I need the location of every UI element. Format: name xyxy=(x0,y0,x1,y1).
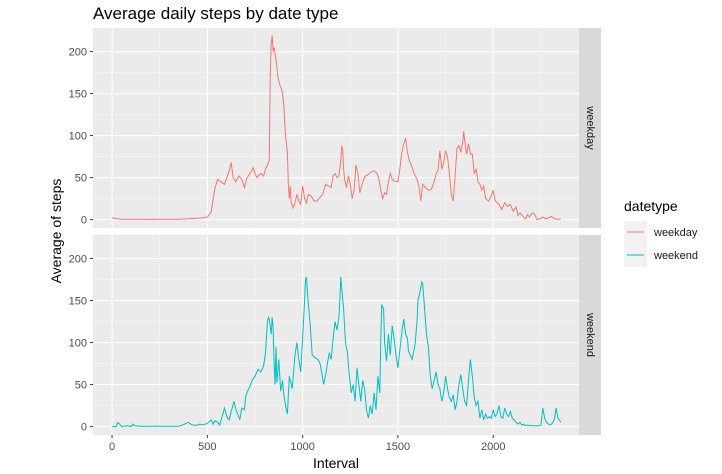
y-tick-label: 100 xyxy=(69,131,87,143)
y-tick-label: 150 xyxy=(69,296,87,308)
y-tick-label: 50 xyxy=(75,380,87,392)
panel-background xyxy=(93,235,579,435)
y-tick-label: 0 xyxy=(81,215,87,227)
legend-title: datetype xyxy=(624,198,678,214)
facet-strip-weekday xyxy=(579,28,601,228)
x-tick-label: 1000 xyxy=(290,441,314,453)
x-tick-label: 1500 xyxy=(386,441,410,453)
series-line-weekday xyxy=(112,35,561,221)
x-tick-label: 2000 xyxy=(481,441,505,453)
y-axis-ticks-top: 0 50 100 150 200 xyxy=(69,47,93,227)
y-tick-label: 50 xyxy=(75,173,87,185)
facet-strip-label-weekday: weekday xyxy=(584,105,596,150)
x-tick-label: 500 xyxy=(198,441,216,453)
legend-label-weekday: weekday xyxy=(653,227,698,239)
y-tick-label: 100 xyxy=(69,338,87,350)
legend-label-weekend: weekend xyxy=(653,250,698,262)
y-tick-label: 0 xyxy=(81,422,87,434)
panel-grid xyxy=(93,235,579,435)
panel-background xyxy=(93,28,579,228)
panel-grid xyxy=(93,28,579,228)
y-tick-label: 150 xyxy=(69,89,87,101)
panel-weekday: weekday 0 50 100 150 200 xyxy=(69,28,601,228)
x-tick-label: 0 xyxy=(109,441,115,453)
y-axis-ticks-bottom: 0 50 100 150 200 xyxy=(69,254,93,434)
x-axis-ticks: 0 500 1000 1500 2000 xyxy=(109,435,505,453)
y-tick-label: 200 xyxy=(69,47,87,59)
legend: datetype weekday weekend xyxy=(624,198,698,267)
series-line-weekend xyxy=(112,276,562,428)
facet-strip-weekend xyxy=(579,235,601,435)
y-tick-label: 200 xyxy=(69,254,87,266)
y-axis-title: Average of steps xyxy=(48,179,64,284)
panel-weekend: weekend 0 50 100 150 200 xyxy=(69,235,601,435)
chart-title: Average daily steps by date type xyxy=(93,4,338,23)
facet-strip-label-weekend: weekend xyxy=(584,312,596,357)
x-axis-title: Interval xyxy=(313,455,359,471)
